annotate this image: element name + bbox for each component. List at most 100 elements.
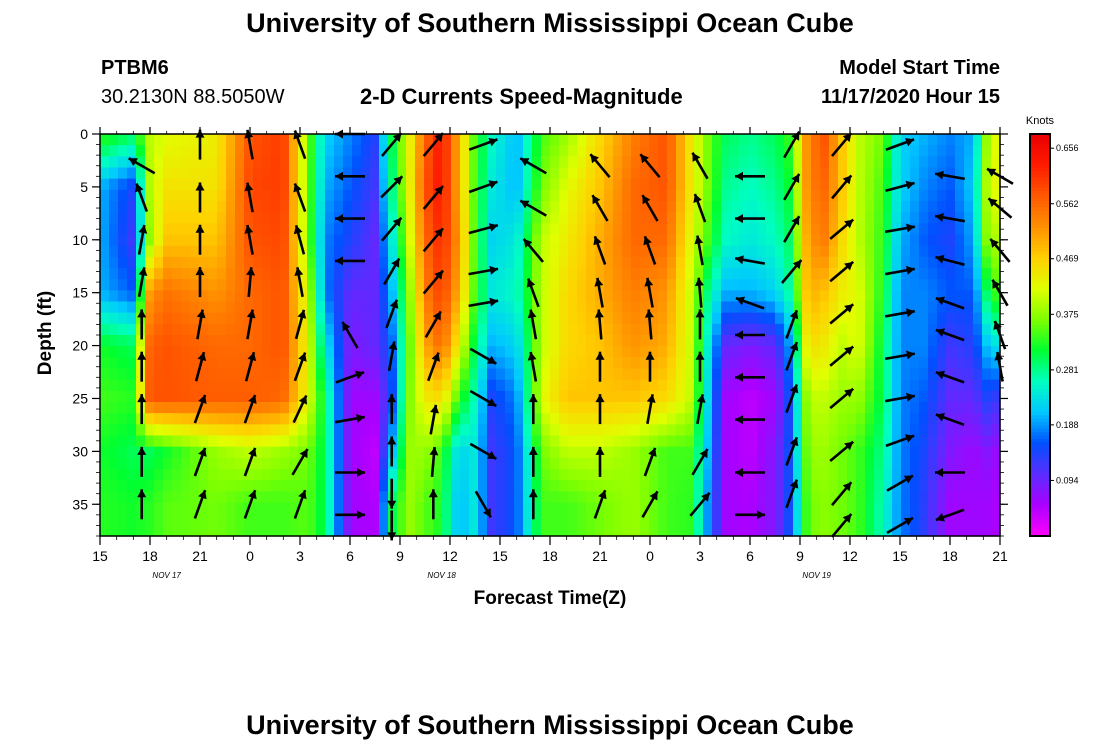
heatmap-cell <box>829 323 839 336</box>
heatmap-cell <box>784 189 794 202</box>
heatmap-cell <box>586 435 596 448</box>
heatmap-cell <box>820 178 830 191</box>
colorbar-segment <box>1030 234 1050 239</box>
heatmap-cell <box>631 457 641 470</box>
heatmap-cell <box>766 446 776 459</box>
heatmap-cell <box>442 145 452 157</box>
heatmap-cell <box>982 346 992 358</box>
heatmap-cell <box>154 469 164 481</box>
heatmap-cell <box>829 134 839 146</box>
heatmap-cell <box>622 502 632 515</box>
heatmap-cell <box>748 145 758 157</box>
heatmap-cell <box>505 524 515 537</box>
heatmap-cell <box>721 357 731 370</box>
heatmap-cell <box>910 156 920 169</box>
heatmap-cell <box>172 145 182 157</box>
heatmap-cell <box>469 301 479 314</box>
heatmap-cell <box>604 457 614 470</box>
heatmap-cell <box>325 223 335 236</box>
heatmap-cell <box>622 469 632 481</box>
heatmap-cell <box>622 413 632 425</box>
heatmap-cell <box>298 457 308 470</box>
heatmap-cell <box>820 323 830 336</box>
heatmap-cell <box>730 424 740 437</box>
heatmap-cell <box>163 268 173 280</box>
heatmap-cell <box>433 279 443 291</box>
heatmap-cell <box>406 178 416 191</box>
heatmap-cell <box>370 279 380 291</box>
heatmap-cell <box>883 245 893 258</box>
heatmap-cell <box>505 446 515 459</box>
heatmap-cell <box>523 379 533 392</box>
heatmap-cell <box>532 201 542 213</box>
heatmap-cell <box>937 234 947 247</box>
heatmap-cell <box>325 357 335 370</box>
x-tick-label: 9 <box>796 548 804 564</box>
heatmap-cell <box>613 346 623 358</box>
heatmap-cell <box>595 167 605 180</box>
heatmap-cell <box>712 368 722 381</box>
heatmap-cell <box>424 368 434 381</box>
heatmap-cell <box>118 357 128 370</box>
heatmap-cell <box>127 513 137 526</box>
heatmap-cell <box>289 312 299 325</box>
heatmap-cell <box>550 201 560 213</box>
heatmap-cell <box>226 145 236 157</box>
heatmap-cell <box>415 268 425 280</box>
current-vector-arrow <box>383 257 401 286</box>
colorbar-segment <box>1030 221 1050 226</box>
heatmap-cell <box>262 513 272 526</box>
colorbar-segment <box>1030 448 1050 453</box>
heatmap-cell <box>676 524 686 537</box>
heatmap-cell <box>964 245 974 258</box>
heatmap-cell <box>496 178 506 191</box>
heatmap-cell <box>181 178 191 191</box>
heatmap-cell <box>541 457 551 470</box>
heatmap-cell <box>559 335 569 347</box>
heatmap-cell <box>946 524 956 537</box>
date-label: NOV 18 <box>427 571 456 580</box>
heatmap-cell <box>415 279 425 291</box>
heatmap-cell <box>523 167 533 180</box>
heatmap-cell <box>343 357 353 370</box>
heatmap-cell <box>667 368 677 381</box>
heatmap-cell <box>847 134 857 146</box>
heatmap-cell <box>415 424 425 437</box>
heatmap-cell <box>406 223 416 236</box>
current-vector-arrow <box>734 255 766 265</box>
model-start-value: 11/17/2020 Hour 15 <box>820 86 1000 108</box>
heatmap-cell <box>397 457 407 470</box>
heatmap-cell <box>919 457 929 470</box>
heatmap-cell <box>118 446 128 459</box>
heatmap-cell <box>469 379 479 392</box>
heatmap-cell <box>658 424 668 437</box>
heatmap-cell <box>991 513 1001 526</box>
heatmap-cell <box>622 212 632 224</box>
heatmap-cell <box>946 167 956 180</box>
current-vector-arrow <box>422 269 444 295</box>
heatmap-cell <box>505 223 515 236</box>
heatmap-cell <box>865 513 875 526</box>
heatmap-cell <box>919 379 929 392</box>
heatmap-cell <box>505 268 515 280</box>
heatmap-cell <box>181 223 191 236</box>
heatmap-cell <box>181 368 191 381</box>
heatmap-cell <box>613 301 623 314</box>
heatmap-cell <box>622 513 632 526</box>
current-vector-arrow <box>829 303 855 325</box>
heatmap-cell <box>901 457 911 470</box>
heatmap-cell <box>613 323 623 336</box>
heatmap-cell <box>559 402 569 414</box>
heatmap-cell <box>802 435 812 448</box>
colorbar-segment <box>1030 227 1050 232</box>
heatmap-cell <box>145 335 155 347</box>
heatmap-cell <box>667 402 677 414</box>
heatmap-cell <box>514 491 524 504</box>
y-tick-label: 35 <box>72 496 88 512</box>
heatmap-cell <box>739 234 749 247</box>
heatmap-cell <box>604 357 614 370</box>
heatmap-cell <box>442 335 452 347</box>
heatmap-cell <box>802 368 812 381</box>
heatmap-cell <box>235 290 245 303</box>
heatmap-cell <box>325 502 335 515</box>
